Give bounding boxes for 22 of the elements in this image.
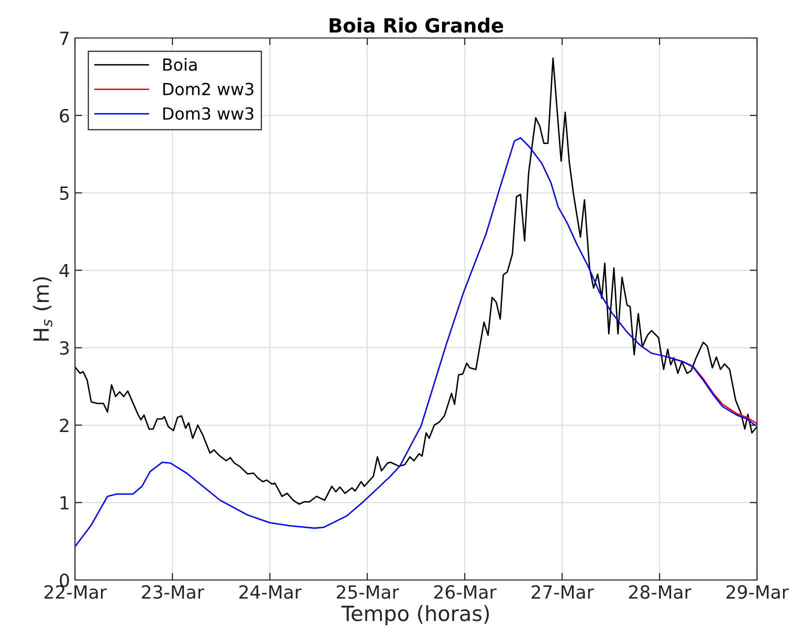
x-tick-label: 27-Mar xyxy=(532,585,594,599)
y-tick-label: 1 xyxy=(60,496,68,510)
y-tick-label: 0 xyxy=(60,573,69,588)
legend-label: Dom3 ww3 xyxy=(163,107,254,120)
y-tick-label: 2 xyxy=(60,418,68,432)
y-tick-label: 7 xyxy=(60,32,69,45)
y-tick-label: 3 xyxy=(60,341,69,355)
y-axis-title: H$_{s}$ (m) xyxy=(32,277,52,341)
legend-label: Boia xyxy=(163,58,197,71)
y-tick-label: 4 xyxy=(60,264,70,278)
x-tick-label: 29-Mar xyxy=(726,585,789,599)
x-tick-label: 26-Mar xyxy=(434,585,496,599)
x-tick-label: 24-Mar xyxy=(239,585,302,599)
x-tick-label: 25-Mar xyxy=(336,585,400,599)
x-axis-title: Tempo (horas) xyxy=(341,605,489,626)
x-tick-label: 22-Mar xyxy=(44,585,107,599)
legend-label: Dom2 ww3 xyxy=(163,82,254,96)
x-tick-label: 23-Mar xyxy=(142,585,204,599)
x-tick-label: 28-Mar xyxy=(629,585,692,599)
chart-title: Boia Rio Grande xyxy=(330,18,504,33)
y-tick-label: 5 xyxy=(60,186,69,200)
y-tick-label: 6 xyxy=(60,108,69,123)
